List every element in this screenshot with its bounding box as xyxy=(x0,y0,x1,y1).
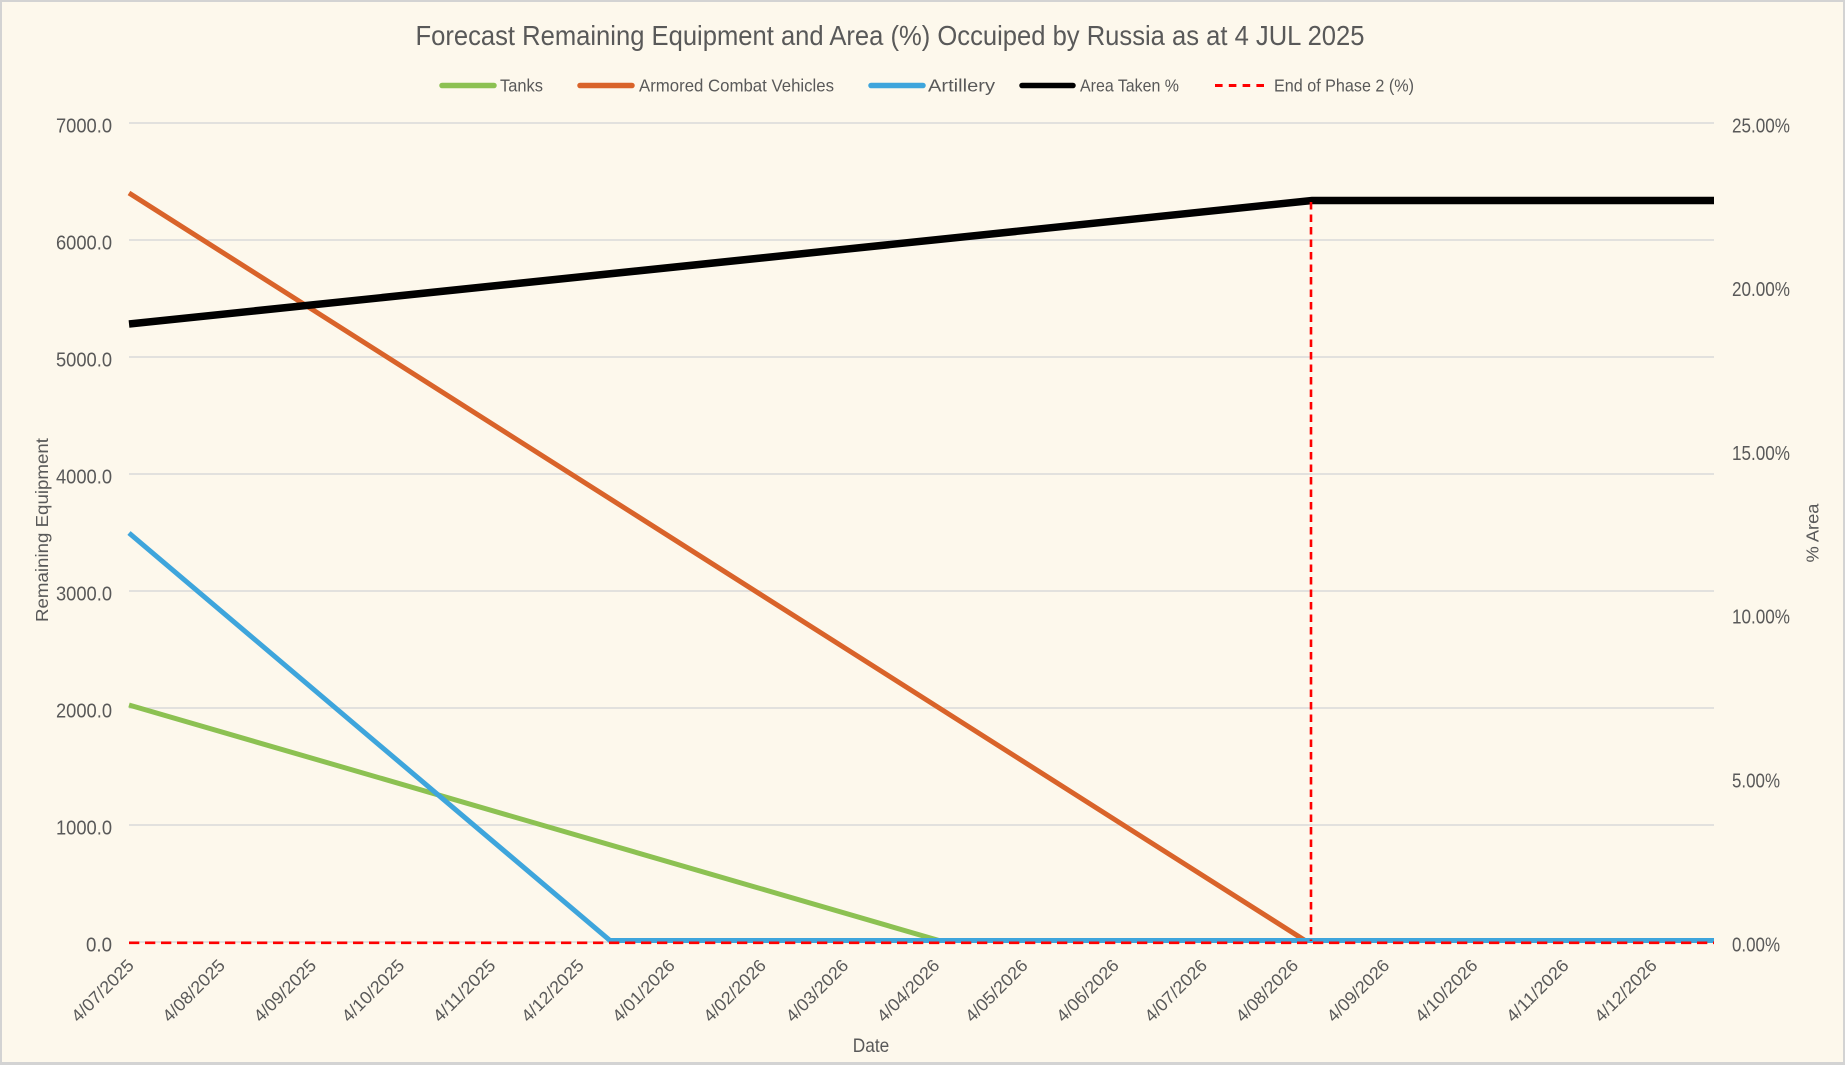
svg-text:3000.0: 3000.0 xyxy=(56,582,112,605)
svg-text:Date: Date xyxy=(853,1035,890,1057)
svg-text:End of Phase 2 (%): End of Phase 2 (%) xyxy=(1274,76,1414,96)
svg-text:0.0: 0.0 xyxy=(86,933,112,956)
svg-text:Remaining Equipment: Remaining Equipment xyxy=(32,438,52,622)
svg-text:10.00%: 10.00% xyxy=(1732,606,1790,629)
svg-text:Tanks: Tanks xyxy=(500,76,543,96)
svg-text:1000.0: 1000.0 xyxy=(56,816,112,839)
svg-text:15.00%: 15.00% xyxy=(1732,442,1790,465)
svg-text:Artillery: Artillery xyxy=(928,76,995,96)
svg-text:Armored Combat Vehicles: Armored Combat Vehicles xyxy=(639,76,834,96)
svg-text:Area Taken %: Area Taken % xyxy=(1080,76,1179,96)
svg-text:25.00%: 25.00% xyxy=(1732,114,1790,137)
svg-text:4000.0: 4000.0 xyxy=(56,465,112,488)
svg-text:6000.0: 6000.0 xyxy=(56,231,112,254)
svg-text:Forecast Remaining Equipment a: Forecast Remaining Equipment and Area (%… xyxy=(416,20,1365,51)
svg-text:5000.0: 5000.0 xyxy=(56,348,112,371)
svg-text:0.00%: 0.00% xyxy=(1732,933,1780,956)
svg-text:% Area: % Area xyxy=(1803,503,1823,562)
svg-text:5.00%: 5.00% xyxy=(1732,770,1780,793)
svg-text:2000.0: 2000.0 xyxy=(56,699,112,722)
svg-text:7000.0: 7000.0 xyxy=(56,114,112,137)
svg-text:20.00%: 20.00% xyxy=(1732,278,1790,301)
